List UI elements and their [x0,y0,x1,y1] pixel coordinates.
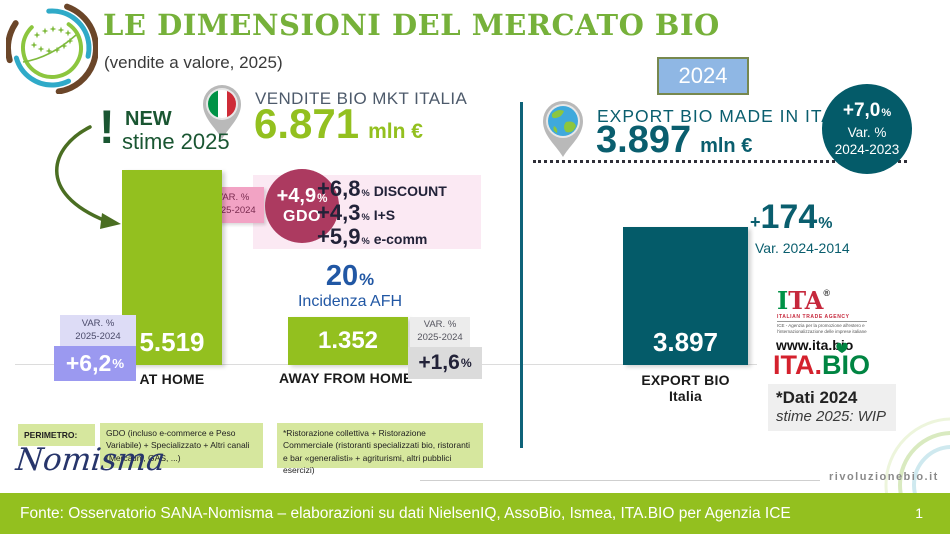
dotted-separator [533,160,907,163]
afh-incidence: 20% Incidenza AFH [297,260,403,310]
channel-row-is: +4,3% I+S [317,200,396,225]
data-note-box: *Dati 2024 stime 2025: WIP [768,384,896,431]
bar-at-home: 5.519 [122,170,222,365]
organic-leaf-logo-icon [6,2,98,94]
perimeter-label: PERIMETRO: [18,424,95,446]
var-value-at-home: +6,2% [54,346,136,381]
bar-at-home-value: 5.519 [139,327,205,357]
ita-agency-tagline: ICE - Agenzia per la promozione all'este… [777,321,867,335]
leaf-icon [836,342,848,353]
bar-away-from-home: 1.352 [288,317,408,365]
gdo-badge: +4,9% GDO [265,169,339,243]
bar-afh-value: 1.352 [317,327,379,354]
vendite-mkt-value: 6.871 mln € [254,100,423,148]
footer-bar: Fonte: Osservatorio SANA-Nomisma – elabo… [0,493,950,534]
var-box-at-home: VAR. % 2025-2024 [60,315,136,346]
channel-row-discount: +6,8% DISCOUNT [317,176,447,201]
var-box-afh: VAR. % 2025-2024 [410,317,470,347]
source-text: Fonte: Osservatorio SANA-Nomisma – elabo… [20,505,791,522]
export-growth-value: + 174 % [750,198,833,236]
section-divider [520,102,523,448]
exclamation-icon: ! [99,100,115,153]
corner-arcs-decoration [884,417,950,493]
gdo-var-value: +4,9 [276,185,317,208]
vendite-unit: mln € [368,120,423,143]
channel-row-ecomm: +5,9% e-comm [317,224,428,249]
vendite-amount: 6.871 [254,100,360,147]
new-label: NEW [125,108,172,130]
channel-var-list: +6,8% DISCOUNT +4,3% I+S +5,9% e-comm [317,176,447,249]
var-period: 2025-2024 [210,205,256,216]
ita-bio-url[interactable]: www.ita.bio [776,337,854,353]
ita-agency-logo: ITA® [777,286,831,315]
export-growth-period: Var. 2024-2014 [755,240,850,256]
vendite-mkt-label: VENDITE BIO MKT ITALIA [255,89,468,108]
globe-pin-icon [543,101,583,157]
nomisma-logo: Nomisma [14,442,167,478]
bar-export: 3.897 [623,227,748,365]
bar-afh-label: AWAY FROM HOME* [279,370,419,386]
export-value: 3.897 mln € [596,119,753,161]
footer-divider-line [420,480,820,481]
perimeter-note-afh: *Ristorazione collettiva + Ristorazione … [277,423,483,475]
export-title: EXPORT BIO MADE IN ITALY [597,106,857,126]
bar-export-value: 3.897 [652,327,719,357]
page-number: 1 [915,505,923,521]
gdo-label: GDO [283,208,321,226]
curved-arrow-icon [55,125,121,229]
page-title: LE DIMENSIONI DEL MERCATO BIO [103,8,720,42]
page-subtitle: (vendite a valore, 2025) [104,53,283,72]
bar-at-home-label: AT HOME [139,371,205,387]
ita-bio-brand: ITA.BIO [773,350,871,380]
ita-agency-name: ITALIAN TRADE AGENCY [777,314,850,320]
perimeter-note-gdo: GDO (incluso e-commerce e Peso Variabile… [100,423,263,468]
stime-2025-label: stime 2025 [122,129,230,154]
var-value-afh: +1,6% [408,347,482,379]
export-var-badge: +7,0% Var. % 2024-2023 [822,84,912,174]
registered-mark: ® [823,288,831,298]
year-badge: 2024 [657,57,749,95]
rivoluzionebio-link[interactable]: rivoluzionebio.it [829,471,939,483]
bar-export-label: EXPORT BIO Italia [641,372,730,404]
var-title: VAR. % [216,192,250,204]
percent-sign: % [317,192,328,206]
italy-flag-pin-icon [203,85,241,139]
